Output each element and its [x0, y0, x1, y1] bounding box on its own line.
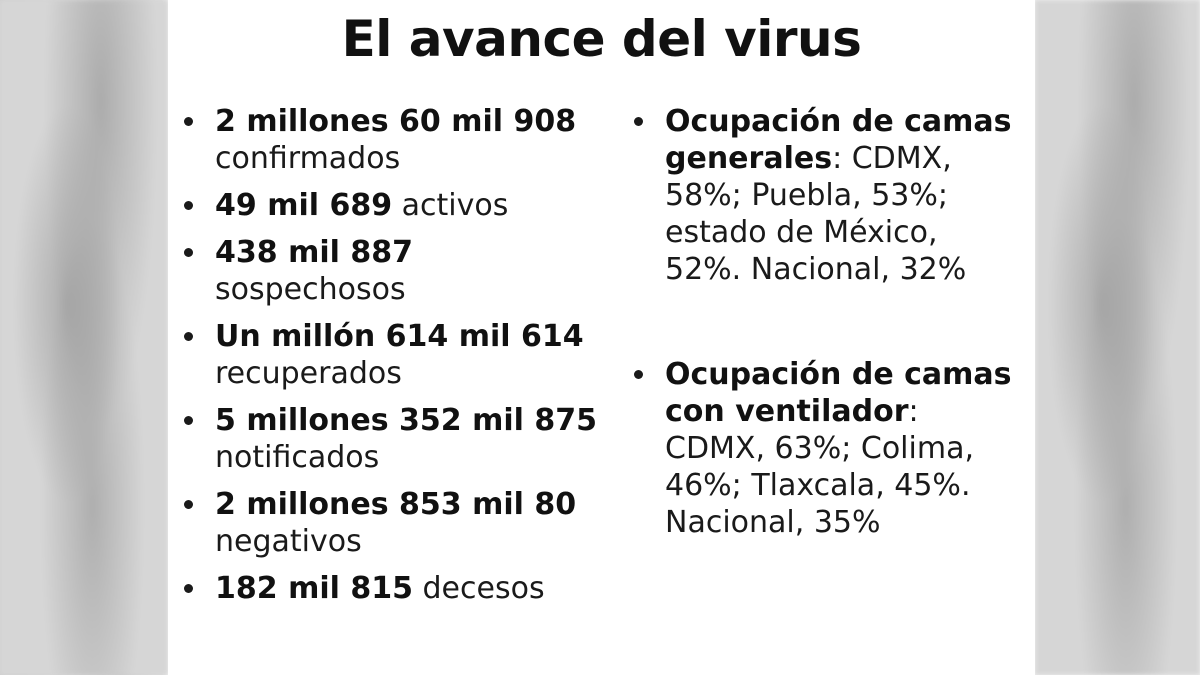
stat-label: confirmados: [215, 141, 401, 176]
stat-label: decesos: [412, 571, 545, 606]
ventilator-beds-occupancy: Ocupación de camas con ventilador: CDMX,…: [628, 356, 1023, 541]
stat-value: 5 millones 352 mil 875: [215, 403, 598, 438]
stat-label: negativos: [215, 524, 362, 559]
stat-negative: 2 millones 853 mil 80 negativos: [178, 486, 598, 560]
stat-value: 2 millones 853 mil 80: [215, 487, 577, 522]
stat-active: 49 mil 689 activos: [178, 187, 598, 224]
bullet-icon: [184, 248, 193, 257]
stat-suspected: 438 mil 887 sospechosos: [178, 234, 598, 308]
bullet-icon: [634, 117, 643, 126]
bullet-icon: [184, 500, 193, 509]
bullet-icon: [634, 370, 643, 379]
stat-value: Un millón 614 mil 614: [215, 319, 584, 354]
stat-deaths: 182 mil 815 decesos: [178, 570, 598, 607]
bullet-icon: [184, 201, 193, 210]
statistics-list: 2 millones 60 mil 908 confirmados 49 mil…: [178, 103, 598, 617]
bullet-icon: [184, 117, 193, 126]
blurred-background-right: [1035, 0, 1200, 675]
stat-label: notificados: [215, 440, 380, 475]
stat-value: 49 mil 689: [215, 188, 393, 223]
infographic-card: El avance del virus 2 millones 60 mil 90…: [168, 0, 1035, 675]
stat-label: sospechosos: [215, 272, 406, 307]
general-beds-occupancy: Ocupación de camas generales: CDMX, 58%;…: [628, 103, 1023, 288]
occupancy-detail: : CDMX, 58%; Puebla, 53%; estado de Méxi…: [665, 141, 967, 287]
hospital-occupancy-list: Ocupación de camas generales: CDMX, 58%;…: [628, 103, 1023, 551]
stat-value: 182 mil 815: [215, 571, 413, 606]
occupancy-heading: Ocupación de camas con ventilador: [665, 357, 1012, 429]
stat-notified: 5 millones 352 mil 875 notificados: [178, 402, 598, 476]
stat-label: recuperados: [215, 356, 402, 391]
stat-value: 438 mil 887: [215, 235, 413, 270]
stat-recovered: Un millón 614 mil 614 recuperados: [178, 318, 598, 392]
bullet-icon: [184, 584, 193, 593]
bullet-icon: [184, 332, 193, 341]
stat-label: activos: [392, 188, 509, 223]
occupancy-detail: : CDMX, 63%; Colima, 46%; Tlaxcala, 45%.…: [665, 394, 974, 540]
occupancy-heading: Ocupación de camas generales: [665, 104, 1012, 176]
stat-confirmed: 2 millones 60 mil 908 confirmados: [178, 103, 598, 177]
bullet-icon: [184, 416, 193, 425]
stat-value: 2 millones 60 mil 908: [215, 104, 577, 139]
blurred-background-left: [0, 0, 168, 675]
infographic-title: El avance del virus: [341, 10, 862, 68]
